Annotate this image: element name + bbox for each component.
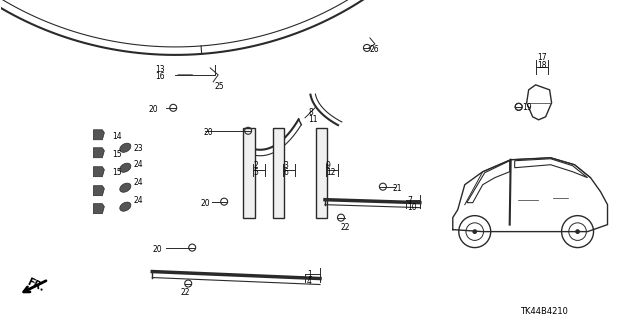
FancyBboxPatch shape (316, 128, 327, 218)
Text: 11: 11 (308, 115, 317, 124)
Text: 5: 5 (253, 168, 258, 177)
Text: 13: 13 (156, 65, 165, 74)
Text: 16: 16 (156, 72, 165, 81)
Text: 4: 4 (307, 277, 312, 286)
Text: 15: 15 (113, 150, 122, 159)
Ellipse shape (120, 183, 131, 192)
Text: 24: 24 (133, 160, 143, 169)
FancyBboxPatch shape (273, 128, 284, 218)
Circle shape (575, 229, 580, 234)
Text: FR.: FR. (25, 277, 45, 294)
Text: 19: 19 (523, 103, 532, 112)
Text: 18: 18 (538, 61, 547, 70)
Polygon shape (93, 130, 104, 140)
Text: 1: 1 (307, 270, 312, 278)
Text: 21: 21 (393, 184, 403, 193)
Polygon shape (93, 204, 104, 214)
Text: 22: 22 (180, 287, 189, 297)
Text: 20: 20 (148, 105, 158, 114)
Text: 23: 23 (133, 144, 143, 153)
Text: 3: 3 (283, 161, 288, 170)
Text: 10: 10 (407, 203, 417, 212)
Text: 22: 22 (341, 223, 351, 232)
Text: 20: 20 (152, 245, 162, 254)
Text: 24: 24 (133, 196, 143, 205)
Ellipse shape (120, 202, 131, 211)
Text: 14: 14 (113, 132, 122, 141)
Text: TK44B4210: TK44B4210 (520, 308, 568, 316)
Text: 8: 8 (308, 108, 313, 117)
Text: 12: 12 (326, 168, 335, 177)
Ellipse shape (120, 163, 131, 172)
Circle shape (472, 229, 477, 234)
Text: 6: 6 (283, 168, 288, 177)
Text: 24: 24 (133, 178, 143, 187)
Text: 20: 20 (203, 128, 213, 137)
Text: 15: 15 (113, 168, 122, 177)
Text: 2: 2 (253, 161, 258, 170)
Text: 20: 20 (200, 199, 210, 208)
Ellipse shape (120, 143, 131, 152)
Text: 26: 26 (370, 45, 380, 54)
Text: 9: 9 (326, 161, 331, 170)
FancyBboxPatch shape (243, 128, 255, 218)
Text: 25: 25 (214, 82, 224, 91)
Polygon shape (93, 148, 104, 158)
Text: 7: 7 (407, 196, 412, 205)
Text: 17: 17 (538, 53, 547, 62)
Polygon shape (93, 186, 104, 196)
Polygon shape (93, 167, 104, 177)
